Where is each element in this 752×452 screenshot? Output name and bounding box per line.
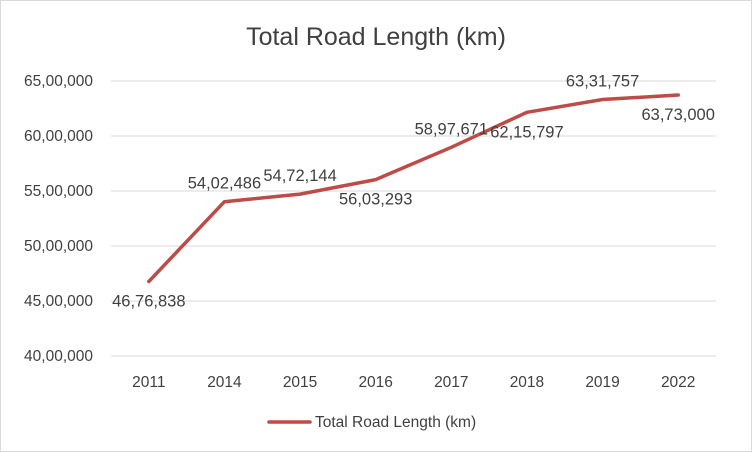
data-label: 63,73,000: [641, 106, 714, 124]
x-tick-label: 2014: [207, 374, 242, 391]
x-tick-label: 2019: [585, 374, 619, 391]
data-label: 56,03,293: [339, 191, 412, 209]
y-tick-label: 40,00,000: [24, 348, 93, 365]
gridlines: [111, 80, 716, 357]
data-label: 46,76,838: [112, 293, 185, 311]
x-tick-label: 2017: [434, 374, 468, 391]
legend: Total Road Length (km): [267, 414, 476, 431]
chart-title: Total Road Length (km): [246, 23, 506, 51]
y-axis-tick-labels: 40,00,000 45,00,000 50,00,000 55,00,000 60,0…: [24, 73, 93, 365]
data-label: 54,72,144: [263, 167, 336, 185]
y-tick-label: 65,00,000: [24, 73, 93, 90]
x-tick-label: 2016: [358, 374, 392, 391]
series-line: [147, 93, 680, 284]
y-tick-label: 45,00,000: [24, 293, 93, 310]
x-tick-label: 2022: [661, 374, 695, 391]
x-tick-label: 2015: [283, 374, 317, 391]
y-tick-label: 50,00,000: [24, 238, 93, 255]
data-label: 54,02,486: [188, 175, 261, 193]
y-tick-label: 60,00,000: [24, 128, 93, 145]
x-tick-label: 2011: [132, 374, 165, 391]
y-tick-label: 55,00,000: [24, 183, 93, 200]
data-label: 62,15,797: [490, 123, 563, 141]
series-layer: [147, 93, 680, 284]
legend-label: Total Road Length (km): [315, 414, 476, 431]
data-label: 63,31,757: [566, 73, 639, 91]
x-tick-label: 2018: [510, 374, 544, 391]
x-axis-tick-labels: 2011 2014 2015 2016 2017 2018 2019 2022: [132, 374, 695, 391]
data-label: 58,97,671: [415, 120, 488, 138]
